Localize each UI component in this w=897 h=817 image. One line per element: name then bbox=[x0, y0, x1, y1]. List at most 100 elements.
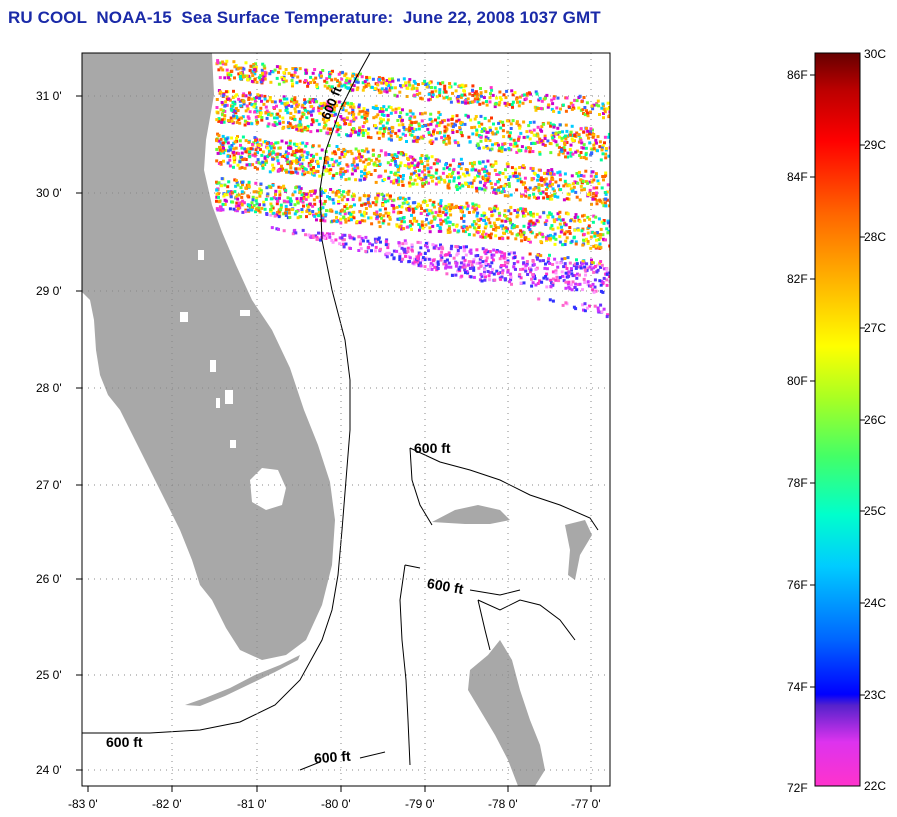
sst-pixel bbox=[295, 105, 299, 109]
sst-pixel bbox=[323, 219, 327, 223]
sst-pixel bbox=[550, 224, 554, 228]
sst-pixel bbox=[501, 269, 505, 273]
sst-pixel bbox=[379, 149, 383, 153]
sst-pixel bbox=[446, 123, 450, 127]
sst-pixel bbox=[345, 116, 349, 120]
sst-pixel bbox=[462, 219, 466, 223]
sst-pixel bbox=[276, 152, 280, 156]
sst-pixel bbox=[342, 238, 346, 242]
sst-pixel bbox=[229, 116, 233, 120]
sst-pixel bbox=[557, 217, 561, 221]
sst-pixel bbox=[386, 242, 390, 246]
sst-pixel bbox=[533, 277, 537, 281]
sst-pixel bbox=[478, 257, 482, 261]
sst-pixel bbox=[313, 191, 316, 195]
sst-pixel bbox=[424, 241, 428, 245]
sst-pixel bbox=[602, 221, 606, 225]
sst-pixel bbox=[324, 161, 328, 165]
sst-pixel bbox=[604, 152, 608, 156]
sst-pixel bbox=[307, 208, 311, 212]
sst-pixel bbox=[555, 261, 559, 265]
sst-pixel bbox=[265, 116, 269, 120]
sst-pixel bbox=[472, 179, 476, 183]
sst-pixel bbox=[263, 207, 267, 211]
sst-pixel bbox=[374, 126, 378, 130]
sst-pixel bbox=[397, 176, 400, 180]
sst-pixel bbox=[537, 189, 541, 193]
sst-pixel bbox=[278, 193, 282, 197]
sst-pixel bbox=[265, 213, 269, 216]
sst-pixel bbox=[573, 98, 577, 102]
sst-pixel bbox=[567, 105, 571, 109]
sst-pixel bbox=[515, 121, 519, 125]
sst-pixel bbox=[516, 177, 520, 181]
sst-pixel bbox=[237, 118, 241, 121]
sst-pixel bbox=[331, 69, 334, 73]
sst-pixel bbox=[506, 268, 510, 272]
sst-pixel bbox=[239, 116, 243, 120]
sst-pixel bbox=[446, 231, 450, 234]
sst-pixel bbox=[497, 172, 501, 176]
sst-pixel bbox=[228, 77, 232, 81]
sst-pixel bbox=[282, 97, 286, 101]
sst-pixel bbox=[263, 66, 267, 70]
sst-pixel bbox=[592, 290, 596, 294]
sst-pixel bbox=[270, 100, 274, 104]
sst-pixel bbox=[347, 81, 351, 85]
sst-pixel bbox=[551, 182, 554, 186]
sst-pixel bbox=[392, 256, 396, 260]
sst-pixel bbox=[423, 173, 427, 177]
sst-pixel bbox=[592, 266, 596, 270]
sst-pixel bbox=[381, 109, 385, 113]
sst-pixel bbox=[340, 193, 344, 197]
sst-pixel bbox=[546, 121, 550, 125]
sst-pixel bbox=[274, 193, 277, 197]
sst-pixel bbox=[431, 224, 435, 228]
sst-pixel bbox=[484, 165, 488, 169]
sst-pixel bbox=[594, 138, 598, 142]
sst-pixel bbox=[236, 207, 240, 211]
sst-pixel bbox=[587, 136, 590, 140]
sst-pixel bbox=[397, 197, 400, 201]
sst-pixel bbox=[445, 95, 449, 99]
sst-pixel bbox=[480, 213, 484, 217]
sst-pixel bbox=[413, 121, 417, 124]
sst-pixel bbox=[217, 117, 221, 121]
sst-pixel bbox=[596, 233, 600, 237]
sst-pixel bbox=[455, 114, 459, 118]
sst-pixel bbox=[479, 139, 483, 143]
sst-pixel bbox=[259, 182, 263, 186]
sst-pixel bbox=[472, 275, 476, 279]
sst-pixel bbox=[287, 170, 291, 174]
sst-pixel bbox=[484, 139, 488, 142]
sst-pixel bbox=[480, 233, 484, 237]
sst-pixel bbox=[437, 110, 441, 114]
sst-pixel bbox=[453, 139, 457, 143]
sst-pixel bbox=[426, 249, 430, 253]
sst-pixel bbox=[294, 167, 298, 171]
sst-pixel bbox=[601, 282, 605, 286]
sst-pixel bbox=[503, 264, 507, 267]
sst-pixel bbox=[564, 239, 568, 243]
sst-pixel bbox=[262, 75, 266, 79]
sst-pixel bbox=[389, 111, 393, 115]
sst-pixel bbox=[222, 151, 226, 155]
sst-pixel bbox=[324, 159, 328, 163]
sst-pixel bbox=[548, 142, 552, 145]
sst-pixel bbox=[515, 144, 519, 148]
sst-pixel bbox=[452, 179, 456, 183]
sst-pixel bbox=[261, 150, 265, 154]
sst-pixel bbox=[496, 207, 500, 211]
sst-pixel bbox=[258, 96, 262, 100]
sst-pixel bbox=[297, 103, 301, 107]
sst-pixel bbox=[448, 141, 452, 145]
sst-pixel bbox=[248, 110, 252, 114]
sst-pixel bbox=[325, 105, 329, 109]
sst-pixel bbox=[474, 168, 478, 172]
sst-pixel bbox=[479, 255, 483, 259]
sst-pixel bbox=[421, 181, 425, 185]
sst-pixel bbox=[228, 164, 232, 168]
sst-pixel bbox=[358, 196, 362, 200]
sst-pixel bbox=[384, 108, 388, 112]
sst-pixel bbox=[492, 227, 496, 231]
